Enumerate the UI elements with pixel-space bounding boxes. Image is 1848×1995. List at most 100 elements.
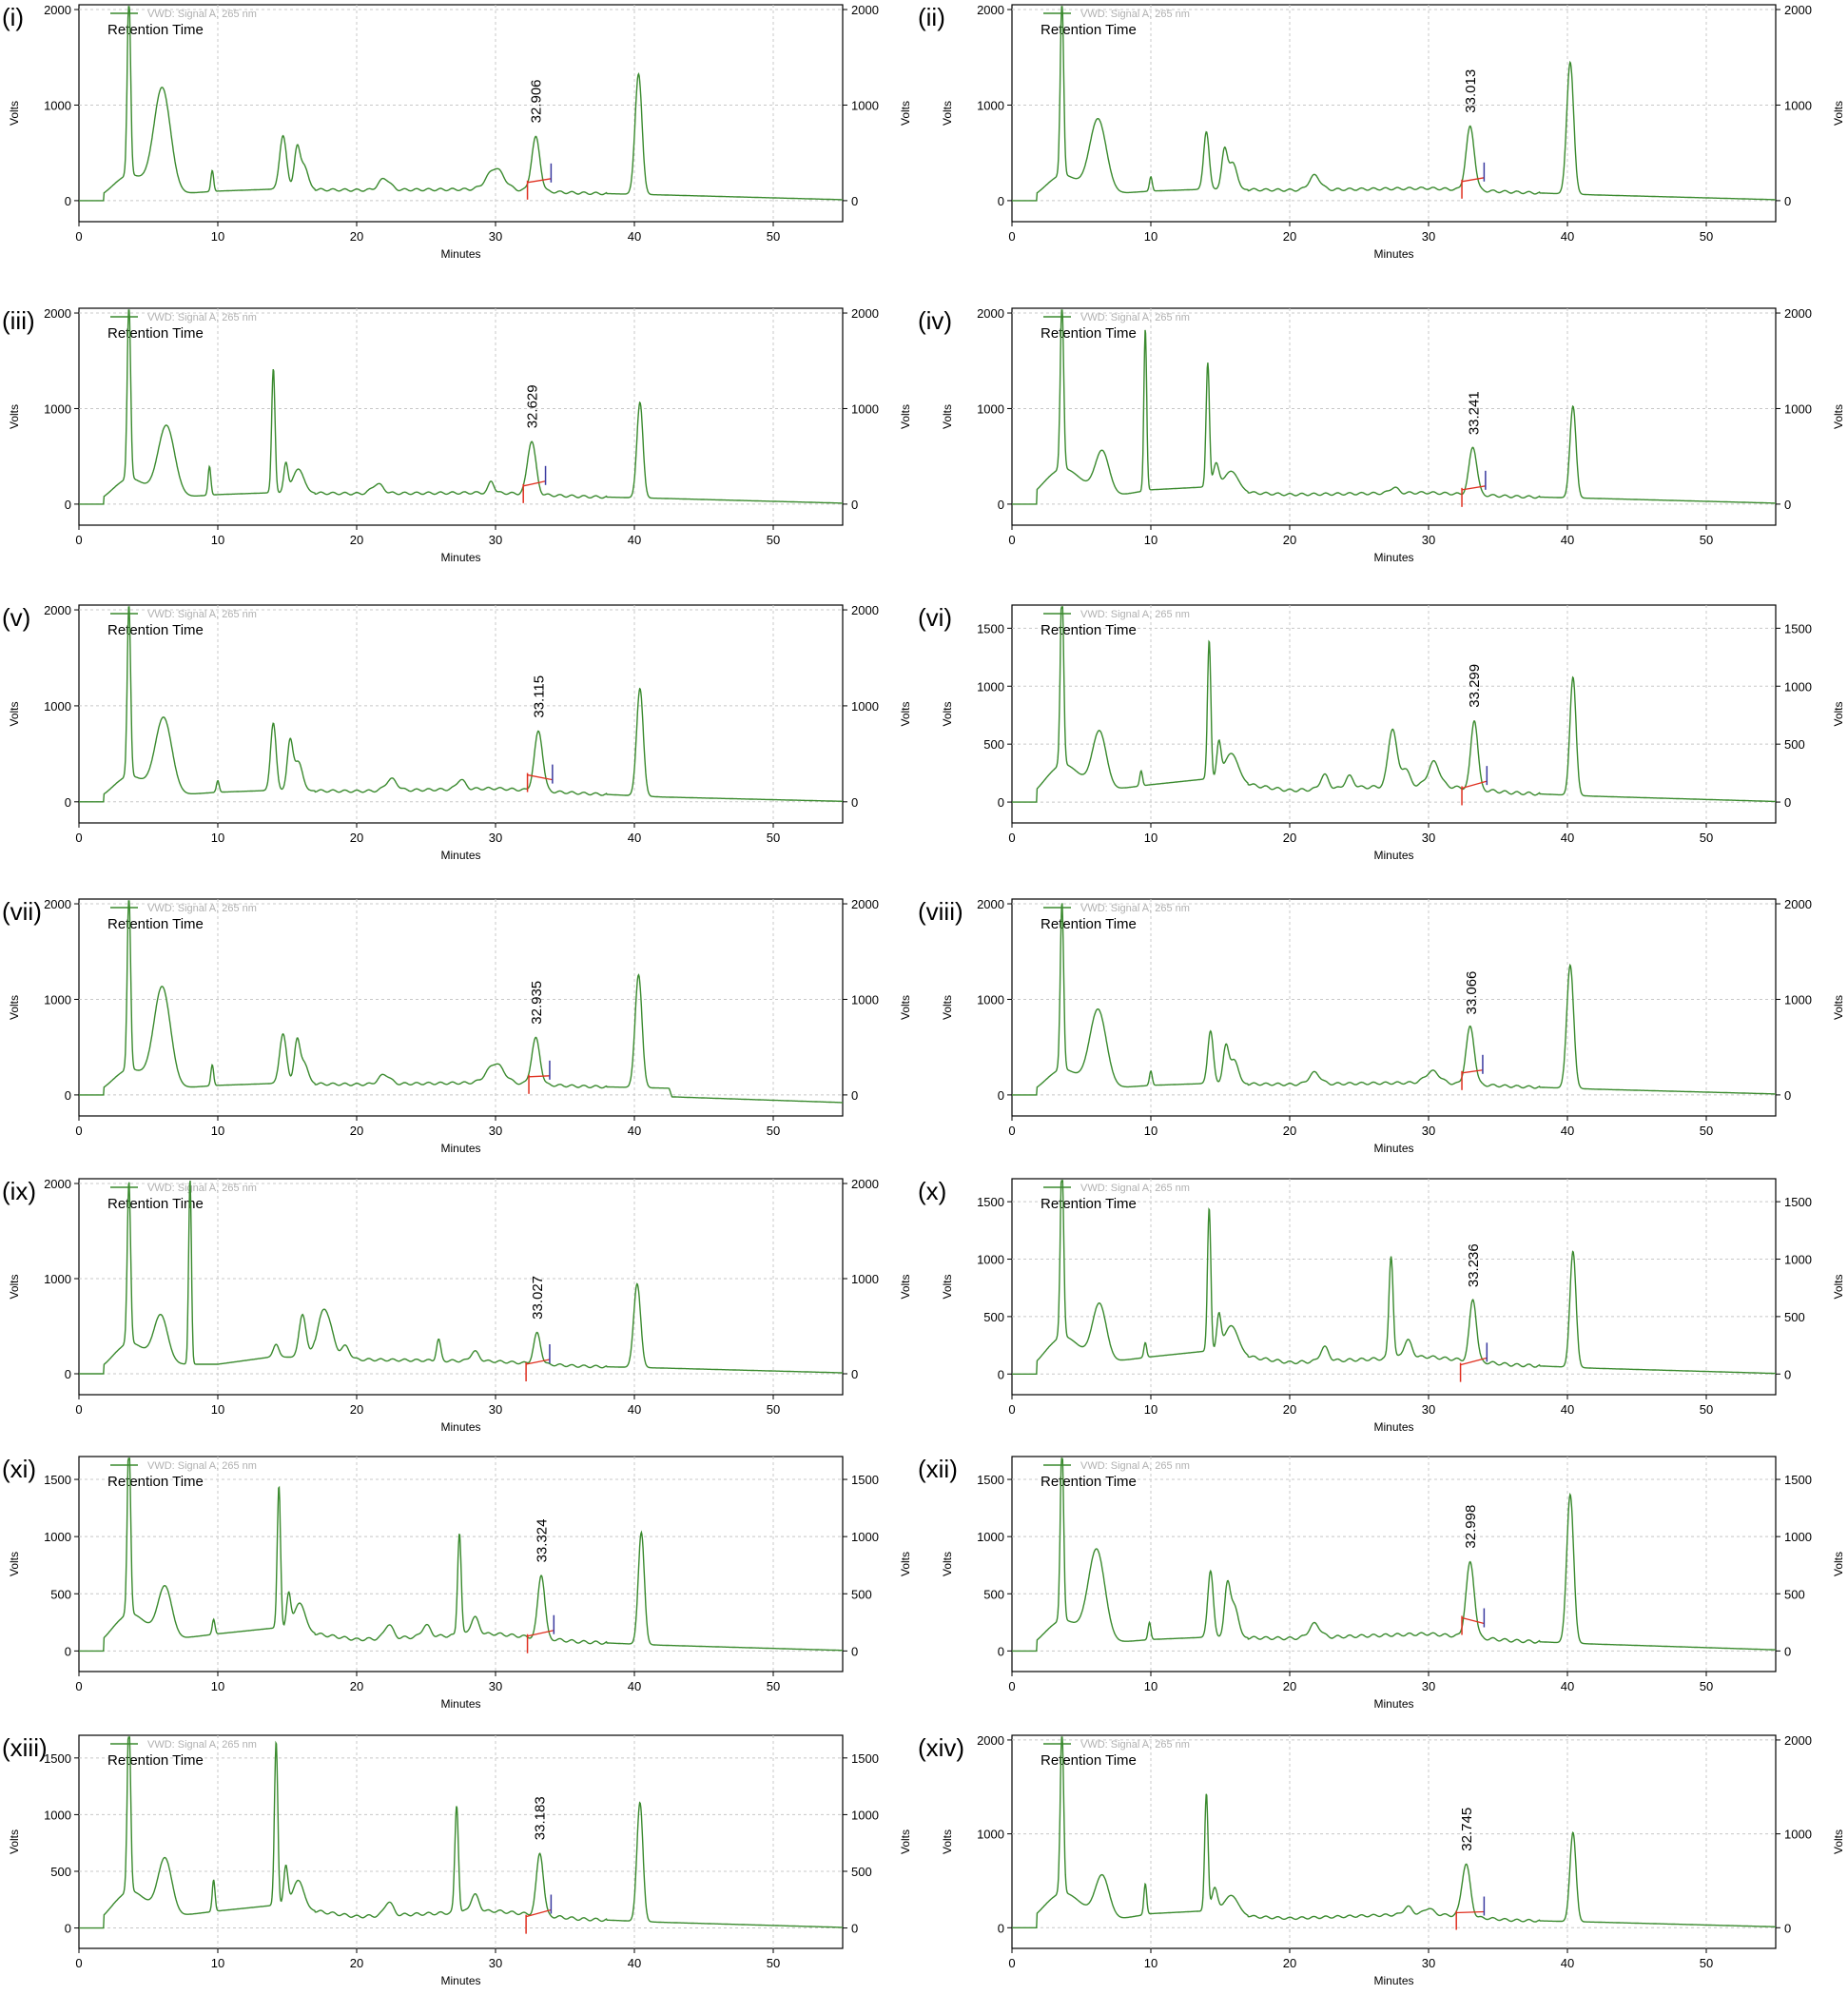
y-tick-label: 1500	[977, 621, 1004, 636]
panel-label: (ix)	[2, 1177, 36, 1205]
y-tick-label-right: 1500	[1784, 1473, 1812, 1487]
x-tick-label: 20	[350, 831, 363, 845]
x-tick-label: 0	[75, 1956, 82, 1970]
plot-frame	[78, 604, 844, 824]
peak-retention-label: 33.241	[1466, 391, 1482, 435]
y-tick-label: 0	[998, 1088, 1004, 1103]
y-tick-label: 2000	[44, 897, 71, 911]
integration-baseline	[1461, 1616, 1485, 1625]
legend-entry: VWD: Signal A, 265 nm	[1080, 609, 1190, 620]
legend-entry: VWD: Signal A, 265 nm	[1080, 1183, 1190, 1194]
y-axis-label-right: Volts	[899, 1829, 912, 1854]
x-tick-label: 50	[767, 1956, 780, 1970]
y-axis-label-right: Volts	[899, 101, 912, 126]
chromatogram-trace	[1012, 1180, 1777, 1375]
chromatogram-trace	[1012, 606, 1777, 803]
plot-frame	[78, 4, 844, 223]
chromatogram-panel: (viii) 0 10 20 30 40 50 0 0 1000 1000 2000 2000 Minut…	[918, 897, 1845, 1155]
y-tick-label-right: 2000	[851, 897, 879, 911]
panel-label: (v)	[2, 603, 30, 632]
y-axis-label-right: Volts	[1832, 995, 1845, 1020]
annotation-text: Retention Time	[1041, 1474, 1137, 1490]
x-tick-label: 50	[767, 1679, 780, 1693]
y-tick-label-right: 1000	[851, 401, 879, 416]
x-tick-label: 40	[1561, 229, 1574, 244]
annotation-text: Retention Time	[107, 1196, 204, 1212]
panel-label: (vii)	[2, 897, 42, 926]
x-tick-label: 10	[1144, 1124, 1157, 1138]
y-tick-label: 1000	[44, 1530, 71, 1544]
y-tick-label-right: 0	[1784, 194, 1791, 208]
panel-label: (vi)	[918, 603, 952, 632]
y-tick-label-right: 2000	[851, 1177, 879, 1191]
y-tick-label: 2000	[44, 3, 71, 17]
x-tick-label: 10	[1144, 1956, 1157, 1970]
y-axis-label-right: Volts	[899, 1274, 912, 1299]
peak-retention-label: 33.115	[531, 675, 547, 718]
x-tick-label: 20	[1283, 533, 1296, 547]
y-tick-label: 500	[50, 1865, 71, 1879]
y-tick-label-right: 0	[1784, 1088, 1791, 1103]
y-tick-label: 1000	[977, 1530, 1004, 1544]
annotation-text: Retention Time	[107, 622, 204, 638]
legend-entry: VWD: Signal A, 265 nm	[147, 903, 257, 914]
x-tick-label: 40	[1561, 1124, 1574, 1138]
y-tick-label-right: 0	[851, 1088, 858, 1103]
plot-frame	[78, 1734, 844, 1949]
chromatogram-trace	[1012, 903, 1776, 1096]
legend-entry: VWD: Signal A, 265 nm	[1080, 903, 1190, 914]
y-axis-label-right: Volts	[1832, 1829, 1845, 1854]
y-tick-label-right: 1000	[851, 992, 879, 1007]
y-tick-label-right: 1500	[1784, 1195, 1812, 1209]
x-tick-label: 10	[1144, 229, 1157, 244]
y-tick-label-right: 1000	[1784, 992, 1812, 1007]
x-tick-label: 40	[628, 1956, 641, 1970]
annotation-text: Retention Time	[107, 1474, 204, 1490]
x-tick-label: 30	[489, 229, 502, 244]
x-tick-label: 50	[767, 1402, 780, 1417]
x-tick-label: 10	[1144, 1402, 1157, 1417]
chromatogram-panel: (iii) 0 10 20 30 40 50 0 0 1000 1000 2000 2000 Minute…	[2, 306, 912, 564]
y-tick-label: 0	[998, 1921, 1004, 1935]
y-tick-label: 2000	[977, 3, 1004, 17]
y-axis-label: Volts	[8, 1552, 21, 1576]
x-axis-label: Minutes	[440, 247, 480, 261]
y-tick-label: 1500	[977, 1473, 1004, 1487]
y-tick-label: 0	[998, 1367, 1004, 1381]
plot-frame	[1011, 4, 1777, 223]
x-tick-label: 40	[628, 533, 641, 547]
y-tick-label-right: 1000	[1784, 98, 1812, 112]
chromatogram-trace	[79, 1180, 843, 1375]
annotation-text: Retention Time	[1041, 1752, 1137, 1769]
x-tick-label: 0	[75, 1679, 82, 1693]
y-tick-label: 1500	[44, 1751, 71, 1766]
peak-retention-label: 33.236	[1466, 1243, 1482, 1287]
x-tick-label: 0	[1008, 1679, 1015, 1693]
legend-entry: VWD: Signal A, 265 nm	[1080, 1460, 1190, 1472]
y-axis-label-right: Volts	[1832, 1552, 1845, 1576]
x-axis-label: Minutes	[1373, 849, 1413, 862]
panel-label: (iv)	[918, 306, 952, 335]
y-axis-label: Volts	[941, 404, 954, 429]
x-tick-label: 50	[767, 831, 780, 845]
legend-entry: VWD: Signal A, 265 nm	[1080, 1739, 1190, 1751]
y-axis-label: Volts	[941, 995, 954, 1020]
x-axis-label: Minutes	[440, 1142, 480, 1155]
integration-baseline	[1461, 780, 1488, 790]
y-tick-label-right: 500	[1784, 737, 1805, 752]
x-axis-label: Minutes	[440, 1974, 480, 1987]
x-axis-label: Minutes	[1373, 1697, 1413, 1711]
plot-frame	[78, 1456, 844, 1672]
x-tick-label: 40	[1561, 831, 1574, 845]
x-tick-label: 20	[350, 1124, 363, 1138]
chromatogram-trace	[1012, 309, 1776, 505]
peak-retention-label: 33.324	[535, 1519, 551, 1563]
y-tick-label: 1500	[44, 1473, 71, 1487]
x-tick-label: 30	[489, 533, 502, 547]
y-tick-label: 1000	[44, 401, 71, 416]
y-tick-label-right: 1500	[1784, 621, 1812, 636]
x-tick-label: 0	[1008, 1956, 1015, 1970]
x-tick-label: 0	[1008, 1402, 1015, 1417]
y-tick-label: 1000	[977, 401, 1004, 416]
